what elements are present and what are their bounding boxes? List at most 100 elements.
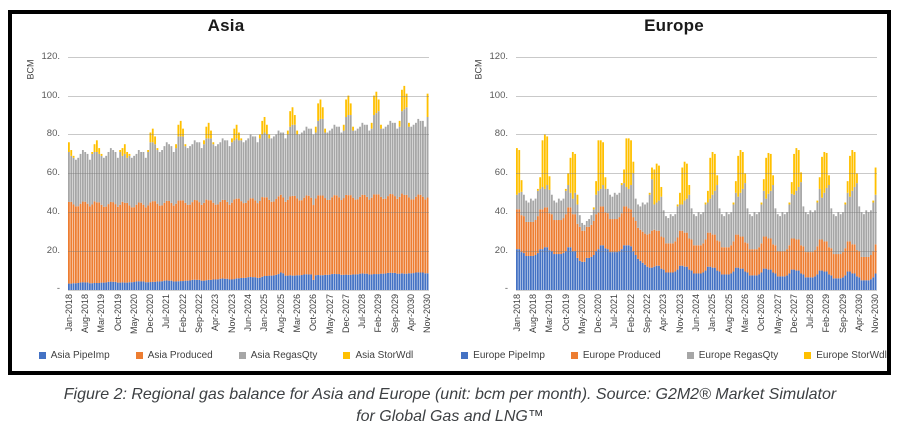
- bar-segment: [165, 142, 168, 201]
- bar-segment: [424, 126, 427, 200]
- bar-segment: [279, 194, 282, 273]
- bar-segment: [147, 151, 150, 206]
- bar-segment: [140, 202, 143, 282]
- bar-segment: [231, 142, 233, 203]
- bar-segment: [179, 120, 182, 137]
- bar-segment: [725, 247, 728, 275]
- bar-segment: [317, 103, 320, 121]
- bar-segment: [786, 249, 788, 276]
- bar-segment: [324, 198, 327, 275]
- bar-segment: [699, 214, 702, 246]
- bar-segment: [592, 255, 595, 290]
- bar-segment: [370, 122, 373, 129]
- bar-segment: [228, 204, 231, 280]
- legend-item: Asia PipeImp: [38, 350, 110, 361]
- bar-segment: [578, 226, 581, 261]
- bar-segment: [748, 214, 751, 250]
- bar-segment: [277, 196, 280, 275]
- bar-segment: [200, 280, 203, 290]
- bar-segment: [595, 181, 598, 195]
- bar-segment: [405, 273, 408, 290]
- x-tick-label: Aug-2025: [723, 294, 734, 334]
- bar-segment: [394, 272, 396, 290]
- bar-segment: [342, 274, 345, 290]
- bar-segment: [151, 142, 154, 202]
- bar-segment: [564, 188, 567, 191]
- bar-segment: [140, 281, 143, 290]
- bar-segment: [863, 280, 865, 290]
- bar-segment: [818, 188, 821, 240]
- bar-segment: [361, 122, 364, 195]
- legend-swatch-icon: [343, 352, 351, 359]
- bar-segment: [391, 272, 394, 290]
- bar-segment: [354, 274, 357, 290]
- bar-segment: [853, 273, 856, 290]
- bar-segment: [779, 216, 781, 252]
- y-tick-label: 40.: [46, 206, 60, 218]
- bar-segment: [235, 138, 238, 199]
- bar-segment: [616, 252, 618, 290]
- bar-segment: [567, 185, 570, 208]
- bar-segment: [333, 124, 336, 196]
- bar-segment: [408, 122, 410, 127]
- bar-segment: [641, 231, 644, 263]
- bar-segment: [361, 273, 364, 290]
- bar-segment: [781, 276, 784, 290]
- bar-segment: [825, 241, 828, 272]
- bar-segment: [585, 220, 588, 227]
- x-tick-label: Jan-2018: [511, 294, 522, 332]
- bar-segment: [604, 188, 607, 213]
- bar-segment: [417, 272, 420, 290]
- bar-segment: [142, 281, 145, 290]
- bar-segment: [516, 209, 518, 250]
- bar-segment: [709, 198, 712, 233]
- bar-segment: [609, 252, 611, 290]
- bar-segment: [310, 128, 313, 198]
- bar-segment: [574, 251, 577, 290]
- legend-label: Asia StorWdl: [355, 350, 414, 361]
- bar-segment: [221, 138, 224, 200]
- bar-segment: [851, 150, 854, 191]
- bar-segment: [679, 192, 681, 205]
- bar-segment: [186, 280, 189, 290]
- bar-segment: [359, 273, 361, 290]
- bar-segment: [669, 243, 672, 273]
- bar-segment: [597, 190, 600, 213]
- bar-segment: [543, 134, 546, 189]
- bar-segment: [818, 177, 821, 189]
- bar-segment: [349, 195, 352, 275]
- bar-segment: [175, 148, 177, 204]
- bar-segment: [98, 148, 101, 154]
- bar-segment: [846, 192, 849, 242]
- bar-segment: [88, 206, 91, 284]
- plot-svg: [68, 57, 429, 291]
- bar-segment: [184, 144, 187, 147]
- bar-segment: [641, 262, 644, 290]
- bar-segment: [126, 157, 129, 203]
- bar-segment: [711, 194, 714, 235]
- bar-segment: [606, 188, 609, 214]
- y-tick-label: 20.: [46, 245, 60, 257]
- bar-segment: [755, 249, 758, 276]
- bar-segment: [613, 192, 616, 220]
- bar-segment: [307, 128, 310, 196]
- bar-segment: [779, 276, 781, 290]
- bar-segment: [620, 183, 623, 186]
- bar-segment: [623, 169, 625, 184]
- y-tick-label: 120.: [489, 50, 509, 62]
- bar-segment: [387, 272, 389, 290]
- bar-segment: [119, 151, 122, 205]
- bar-segment: [405, 93, 408, 108]
- bar-segment: [256, 277, 259, 290]
- bar-segment: [681, 230, 684, 266]
- bar-segment: [212, 144, 215, 203]
- bar-segment: [755, 214, 758, 250]
- bar-segment: [347, 274, 350, 290]
- bar-segment: [776, 251, 779, 277]
- bar-segment: [410, 273, 413, 290]
- bar-segment: [569, 157, 572, 193]
- bar-segment: [844, 202, 847, 205]
- bar-segment: [760, 202, 763, 205]
- bar-segment: [865, 210, 868, 257]
- bar-segment: [520, 215, 523, 253]
